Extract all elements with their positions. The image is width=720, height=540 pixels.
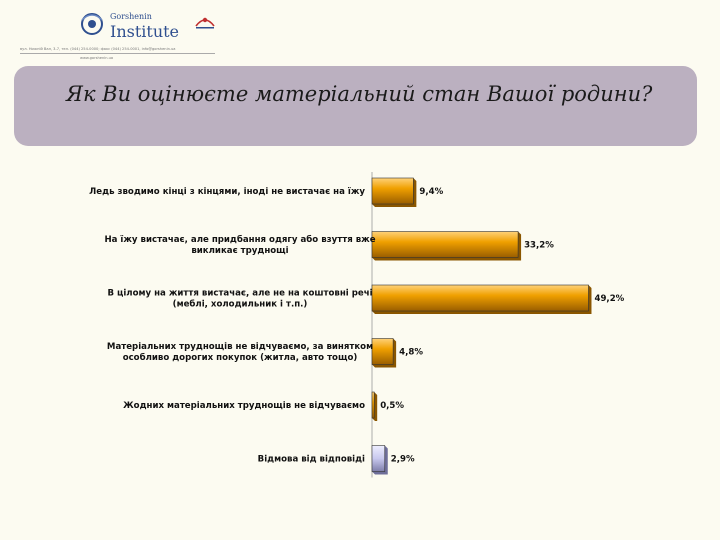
value-label: 49,2% — [594, 294, 624, 304]
header: Gorshenin Institute вул. Нижній Вал, 3-7… — [0, 0, 720, 70]
website-text: www.gorshenin.ua — [80, 56, 114, 60]
value-label: 2,9% — [391, 455, 415, 465]
category-label: Жодних матеріальних труднощів не відчува… — [123, 400, 365, 411]
category-label: Ледь зводимо кінці з кінцями, іноді не в… — [89, 186, 365, 197]
partner-logo-icon — [195, 17, 215, 29]
logo-big-text: Institute — [110, 22, 180, 41]
chart-title: Як Ви оцінюєте матеріальний стан Вашої р… — [66, 82, 653, 106]
address-text: вул. Нижній Вал, 3-7, тел. (044) 254-000… — [20, 47, 176, 51]
category-label: В цілому на життя вистачає, але не на ко… — [107, 288, 372, 310]
category-label: На їжу вистачає, але придбання одягу або… — [104, 234, 375, 256]
title-banner: Як Ви оцінюєте матеріальний стан Вашої р… — [14, 66, 697, 146]
category-label: Матеріальних труднощів не відчуваємо, за… — [107, 341, 373, 363]
value-label: 33,2% — [524, 241, 554, 251]
logo-small-text: Gorshenin — [110, 12, 152, 21]
bar — [371, 284, 589, 312]
bar — [371, 338, 394, 365]
category-label: Відмова від відповіді — [258, 454, 365, 465]
value-label: 0,5% — [380, 401, 404, 411]
eye-logo-icon — [81, 13, 103, 35]
bar — [371, 445, 386, 472]
bar — [371, 231, 519, 258]
header-divider — [20, 53, 215, 54]
value-label: 9,4% — [419, 187, 443, 197]
bar — [371, 177, 414, 205]
value-label: 4,8% — [399, 348, 423, 358]
bar — [371, 391, 375, 419]
